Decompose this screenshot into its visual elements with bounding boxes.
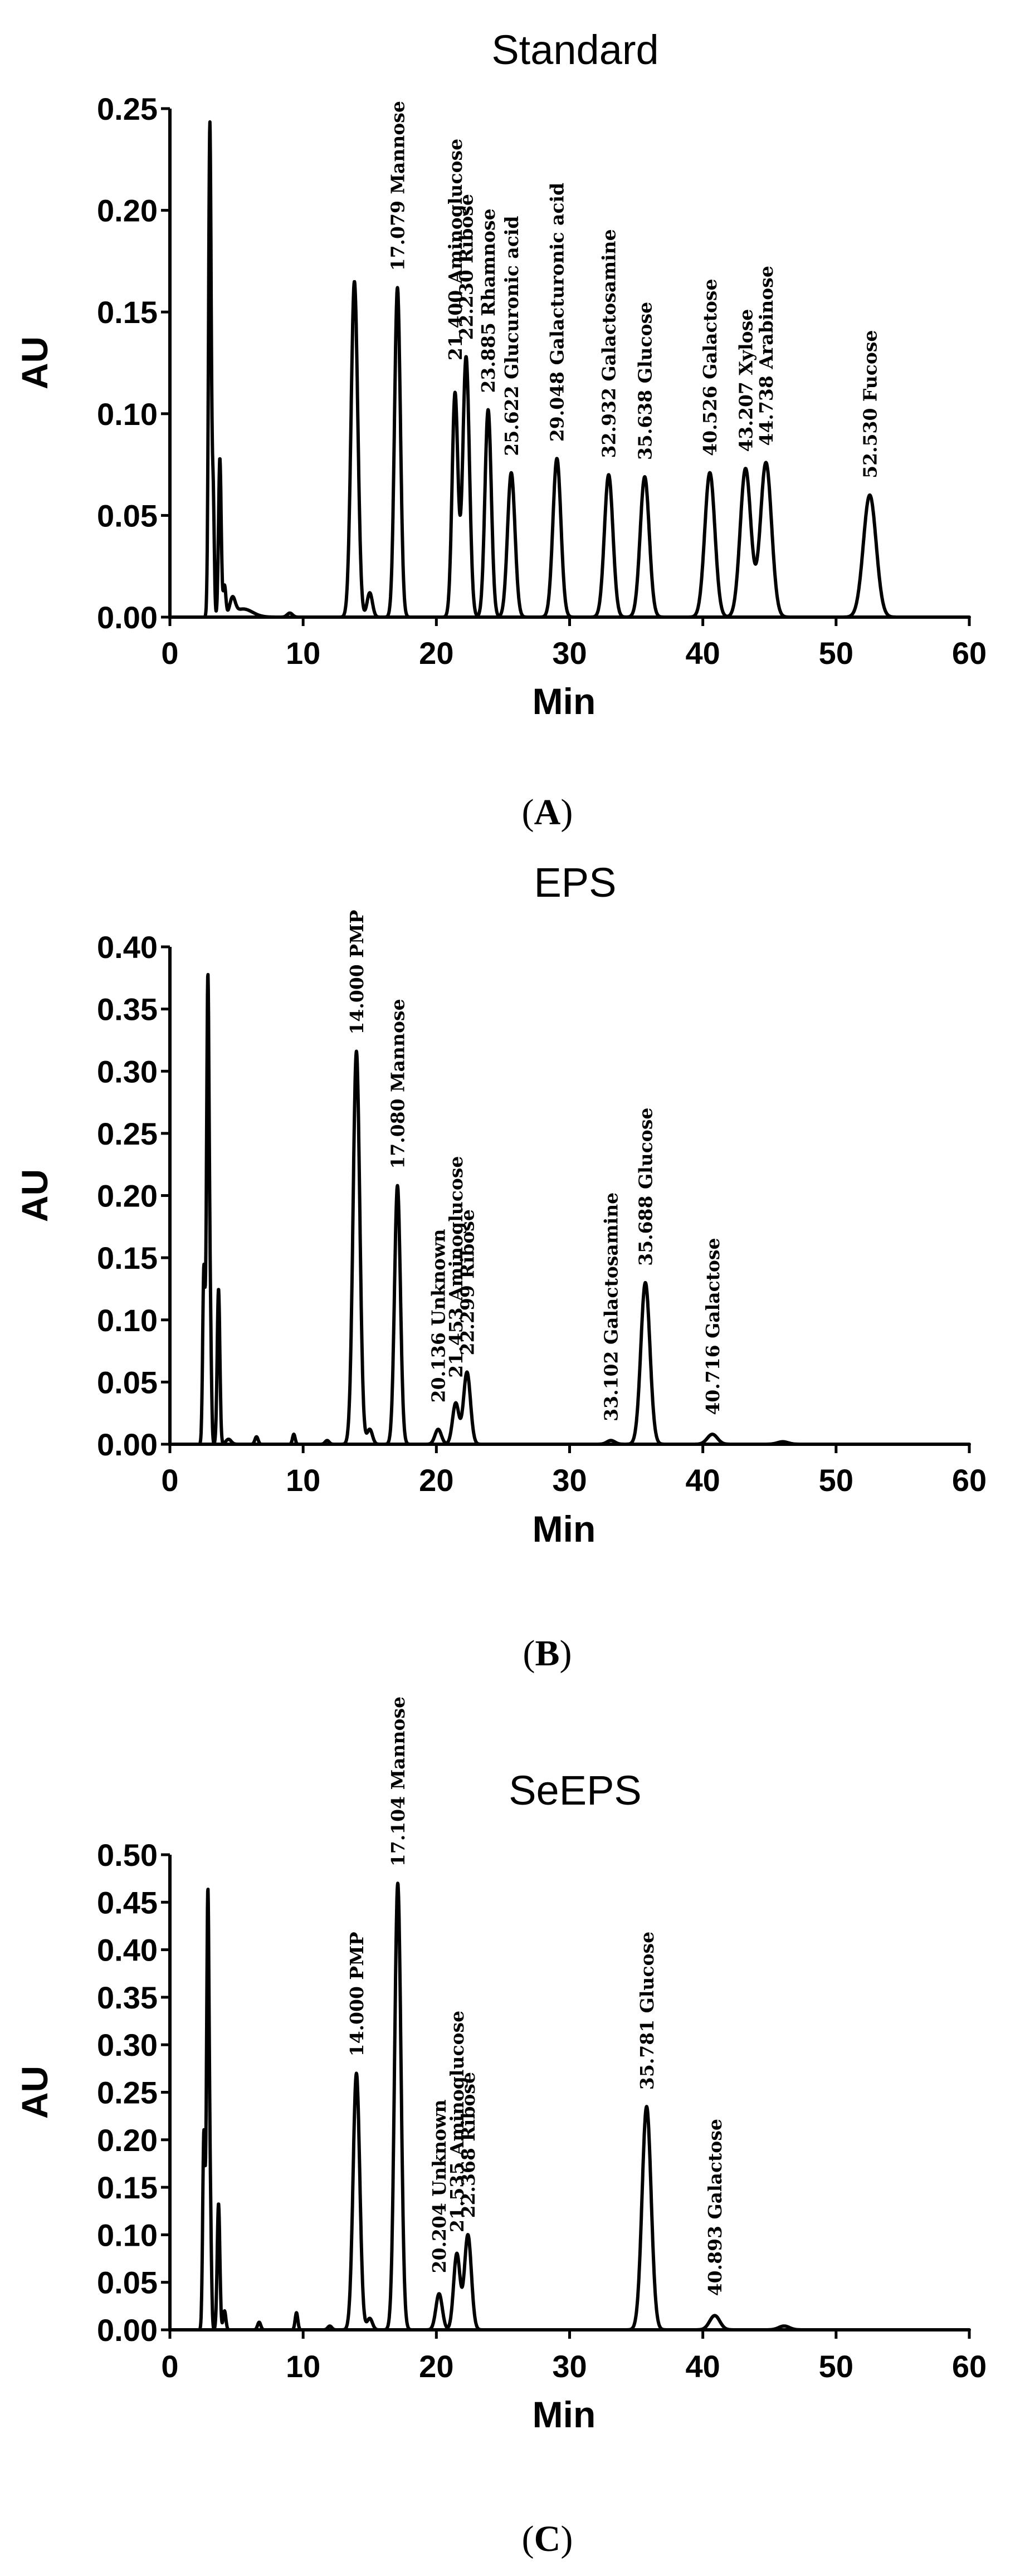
y-tick-label: 0.10 (97, 397, 158, 432)
x-axis-label: Min (533, 681, 596, 722)
x-tick-label: 30 (552, 1463, 587, 1498)
y-tick-label: 0.15 (97, 295, 158, 330)
peak-label: 14.000 PMP (346, 910, 368, 1035)
chromatogram-trace (184, 120, 971, 619)
peak-label: 17.104 Mannose (387, 1697, 409, 1866)
y-axis-label: AU (14, 2066, 55, 2119)
peak-label: 17.079 Mannose (387, 101, 408, 271)
x-tick-label: 30 (552, 636, 587, 671)
peak-label: 43.207 Xylose (735, 309, 756, 452)
y-tick-label: 0.15 (97, 2170, 158, 2205)
peak-label: 44.738 Arabinose (755, 266, 777, 446)
peak-label: 35.688 Glucose (635, 1108, 657, 1266)
x-tick-label: 40 (686, 636, 720, 671)
x-tick-label: 0 (161, 2349, 178, 2384)
x-tick-label: 30 (552, 2349, 587, 2384)
x-tick-label: 20 (419, 1463, 453, 1498)
x-tick-label: 20 (419, 2349, 453, 2384)
y-axis-label: AU (14, 336, 55, 389)
peak-label: 20.204 Unknown (428, 2100, 450, 2274)
panel-b: EPS 0.00 0.05 0.10 0.15 0.20 0.25 0.30 0.35 0.40 0… (14, 859, 987, 1674)
peak-label: 14.000 PMP (346, 1932, 368, 2056)
x-tick-label: 0 (161, 1463, 178, 1498)
x-tick-label: 40 (686, 2349, 720, 2384)
peak-label: 22.368 Ribose (457, 2072, 479, 2218)
chromatogram-trace (184, 1881, 971, 2331)
panel-caption: (B) (523, 1633, 572, 1674)
peak-label: 40.716 Galactose (702, 1238, 724, 1415)
peak-label: 17.080 Mannose (387, 999, 408, 1169)
y-tick-label: 0.30 (97, 2027, 158, 2062)
peak-label: 21.535 Aminoglucose (446, 2011, 468, 2232)
chart-title: Standard (491, 27, 658, 73)
panel-letter: B (535, 1633, 559, 1674)
y-tick-label: 0.05 (97, 1365, 158, 1400)
panel-a: Standard 0.00 0.05 0.10 0.15 0.20 0.25 0 10 20 30 4… (14, 27, 987, 833)
y-tick-label: 0.20 (97, 1179, 158, 1214)
y-tick-label: 0.05 (97, 498, 158, 533)
x-tick-label: 50 (819, 636, 853, 671)
chromatogram-trace (184, 972, 971, 1446)
peak-label: 29.048 Galacturonic acid (546, 183, 568, 442)
peak-label: 25.622 Glucuronic acid (501, 216, 523, 456)
x-tick-label: 50 (819, 1463, 853, 1498)
y-tick-label: 0.10 (97, 1303, 158, 1338)
x-tick-label: 10 (286, 1463, 320, 1498)
x-tick-label: 50 (819, 2349, 853, 2384)
peak-label: 35.638 Glucose (634, 302, 656, 460)
y-tick-label: 0.25 (97, 91, 158, 126)
peak-label: 32.932 Galactosamine (598, 229, 620, 458)
peak-label: 52.530 Fucose (859, 330, 881, 478)
y-tick-label: 0.00 (97, 1427, 158, 1462)
peak-label: 21.453 Aminoglucose (445, 1156, 467, 1378)
peak-label: 22.299 Ribose (456, 1209, 478, 1355)
peak-label: 20.136 Unknown (428, 1229, 450, 1403)
x-tick-label: 60 (952, 2349, 987, 2384)
y-tick-label: 0.20 (97, 193, 158, 228)
x-tick-label: 60 (952, 636, 987, 671)
y-axis-label: AU (14, 1169, 55, 1222)
panel-letter: A (534, 792, 561, 833)
y-tick-label: 0.30 (97, 1054, 158, 1089)
y-tick-label: 0.10 (97, 2217, 158, 2252)
x-tick-label: 20 (419, 636, 453, 671)
peak-label: 33.102 Galactosamine (601, 1192, 622, 1421)
x-tick-label: 60 (952, 1463, 987, 1498)
y-tick-label: 0.50 (97, 1837, 158, 1873)
y-tick-label: 0.40 (97, 930, 158, 965)
peak-label: 40.893 Galactose (704, 2119, 726, 2296)
x-tick-label: 0 (161, 636, 178, 671)
y-tick-label: 0.35 (97, 992, 158, 1027)
y-tick-label: 0.00 (97, 600, 158, 635)
y-tick-label: 0.25 (97, 1116, 158, 1151)
peak-label: 22.230 Ribose (456, 194, 477, 340)
x-axis-label: Min (533, 2394, 596, 2435)
peak-label: 40.526 Galactose (699, 279, 721, 456)
panel-caption: (C) (522, 2519, 573, 2559)
peak-label: 21.400 Aminoglucose (445, 139, 466, 360)
y-tick-label: 0.20 (97, 2123, 158, 2158)
x-axis-label: Min (533, 1508, 596, 1549)
y-tick-label: 0.15 (97, 1240, 158, 1275)
panel-caption: (A) (522, 792, 573, 833)
y-tick-label: 0.05 (97, 2265, 158, 2300)
peak-label: 23.885 Rhamnose (477, 208, 499, 393)
y-tick-label: 0.35 (97, 1980, 158, 2015)
panel-letter: C (534, 2519, 561, 2559)
peak-label: 35.781 Glucose (636, 1932, 658, 2090)
panel-c: SeEPS 0.00 0.05 0.10 0.15 0.20 0.25 0.30 0.35 0.4… (14, 1697, 987, 2559)
y-tick-label: 0.40 (97, 1933, 158, 1968)
x-tick-label: 10 (286, 636, 320, 671)
y-tick-label: 0.45 (97, 1885, 158, 1920)
x-tick-label: 10 (286, 2349, 320, 2384)
chart-title: EPS (534, 859, 616, 906)
y-tick-label: 0.00 (97, 2313, 158, 2348)
x-tick-label: 40 (686, 1463, 720, 1498)
chart-title: SeEPS (509, 1767, 642, 1814)
y-tick-label: 0.25 (97, 2075, 158, 2110)
